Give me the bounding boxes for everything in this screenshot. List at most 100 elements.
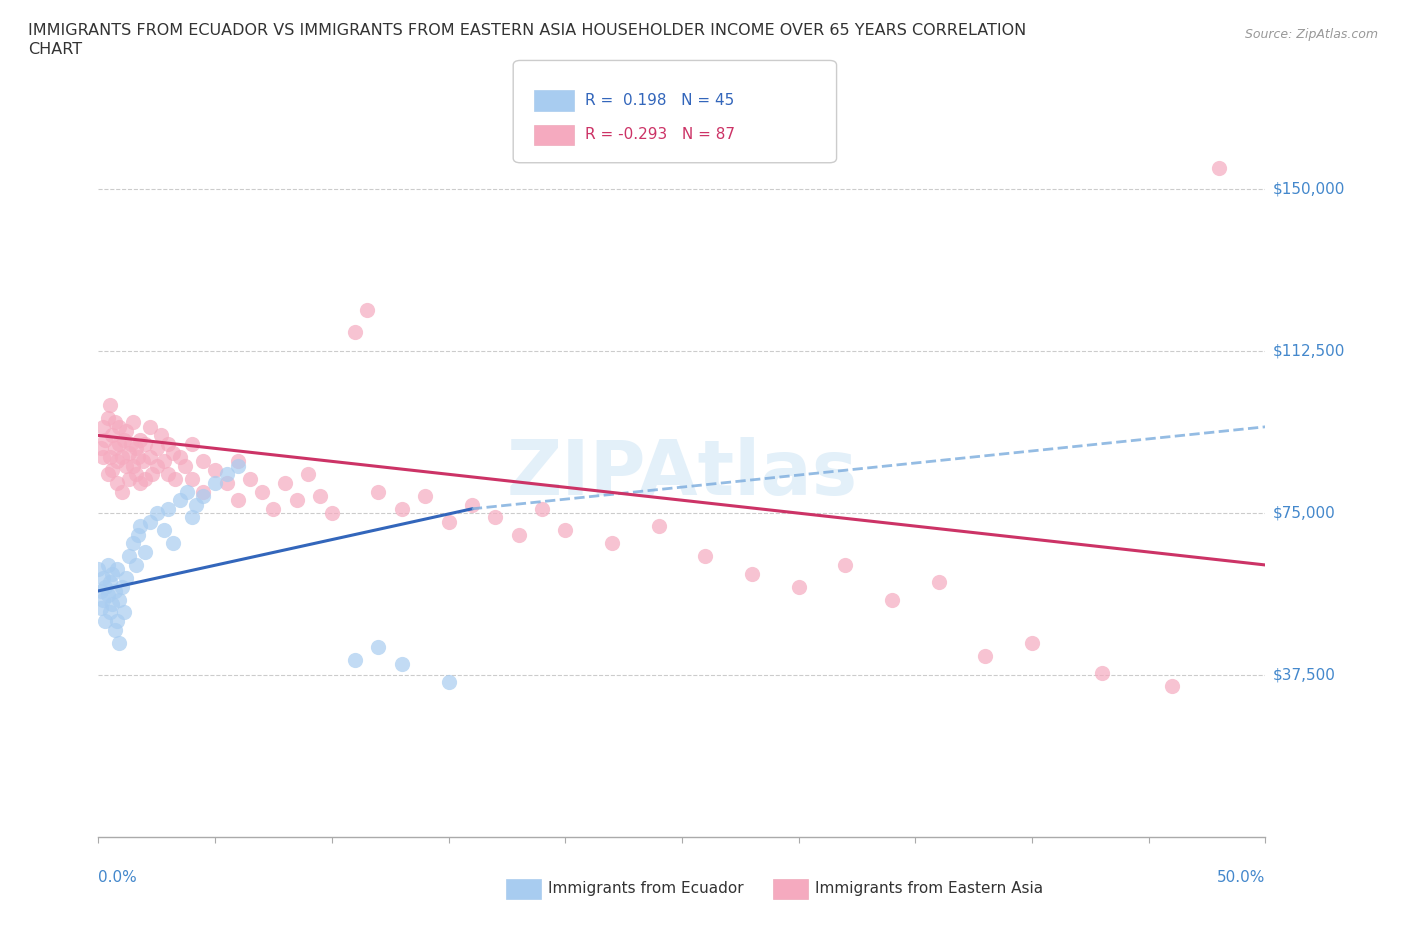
Point	[186, 498, 208, 512]
Point	[787, 579, 810, 594]
Text: 0.0%: 0.0%	[98, 870, 138, 884]
Point	[125, 467, 148, 482]
Text: $150,000: $150,000	[1272, 182, 1344, 197]
Point	[139, 449, 162, 464]
Point	[98, 605, 121, 620]
Point	[118, 472, 141, 486]
Point	[157, 501, 180, 516]
Point	[98, 398, 121, 413]
Point	[91, 570, 114, 585]
Point	[105, 562, 128, 577]
Point	[90, 601, 112, 616]
Point	[162, 536, 184, 551]
Point	[215, 467, 238, 482]
Point	[115, 458, 138, 473]
Text: R = -0.293   N = 87: R = -0.293 N = 87	[585, 127, 735, 142]
Point	[250, 485, 273, 499]
Point	[508, 527, 530, 542]
Point	[157, 467, 180, 482]
Point	[554, 523, 576, 538]
Text: 50.0%: 50.0%	[1218, 870, 1265, 884]
Point	[193, 485, 215, 499]
Point	[94, 579, 117, 594]
Point	[104, 441, 127, 456]
Point	[880, 592, 903, 607]
Point	[1161, 679, 1184, 694]
Point	[125, 558, 148, 573]
Point	[122, 415, 145, 430]
Point	[344, 653, 367, 668]
Point	[115, 570, 138, 585]
Text: R =  0.198   N = 45: R = 0.198 N = 45	[585, 93, 734, 108]
Point	[193, 488, 215, 503]
Point	[122, 536, 145, 551]
Point	[118, 549, 141, 564]
Point	[647, 519, 669, 534]
Point	[157, 437, 180, 452]
Point	[285, 493, 308, 508]
Point	[193, 454, 215, 469]
Text: Immigrants from Ecuador: Immigrants from Ecuador	[548, 881, 744, 896]
Point	[111, 579, 134, 594]
Point	[180, 510, 202, 525]
Point	[111, 449, 134, 464]
Point	[367, 640, 389, 655]
Point	[1091, 666, 1114, 681]
Point	[112, 605, 135, 620]
Point	[120, 437, 142, 452]
Point	[239, 472, 262, 486]
Point	[91, 449, 114, 464]
Point	[108, 437, 131, 452]
Point	[228, 493, 250, 508]
Point	[104, 583, 127, 598]
Text: $37,500: $37,500	[1272, 668, 1336, 683]
Point	[176, 485, 198, 499]
Point	[974, 648, 997, 663]
Point	[309, 488, 332, 503]
Text: $75,000: $75,000	[1272, 506, 1336, 521]
Point	[104, 415, 127, 430]
Point	[1021, 635, 1043, 650]
Point	[108, 635, 131, 650]
Point	[105, 454, 128, 469]
Point	[437, 514, 460, 529]
Point	[215, 475, 238, 490]
Point	[169, 493, 191, 508]
Point	[129, 519, 152, 534]
Point	[152, 454, 174, 469]
Point	[90, 441, 112, 456]
Point	[228, 454, 250, 469]
Point	[94, 614, 117, 629]
Text: Source: ZipAtlas.com: Source: ZipAtlas.com	[1244, 28, 1378, 41]
Point	[165, 472, 187, 486]
Point	[101, 462, 124, 477]
Point	[98, 449, 121, 464]
Point	[101, 428, 124, 443]
Point	[173, 458, 195, 473]
Point	[367, 485, 389, 499]
Point	[108, 592, 131, 607]
Point	[297, 467, 319, 482]
Point	[321, 506, 343, 521]
Point	[101, 566, 124, 581]
Point	[112, 432, 135, 447]
Point	[204, 462, 226, 477]
Point	[104, 622, 127, 637]
Point	[695, 549, 717, 564]
Point	[152, 523, 174, 538]
Point	[125, 441, 148, 456]
Text: $112,500: $112,500	[1272, 344, 1344, 359]
Point	[97, 588, 120, 603]
Point	[150, 428, 173, 443]
Point	[162, 445, 184, 460]
Point	[97, 411, 120, 426]
Point	[391, 501, 413, 516]
Point	[204, 475, 226, 490]
Point	[391, 657, 413, 671]
Point	[180, 472, 202, 486]
Point	[344, 325, 367, 339]
Point	[91, 419, 114, 434]
Point	[129, 432, 152, 447]
Point	[928, 575, 950, 590]
Point	[129, 475, 152, 490]
